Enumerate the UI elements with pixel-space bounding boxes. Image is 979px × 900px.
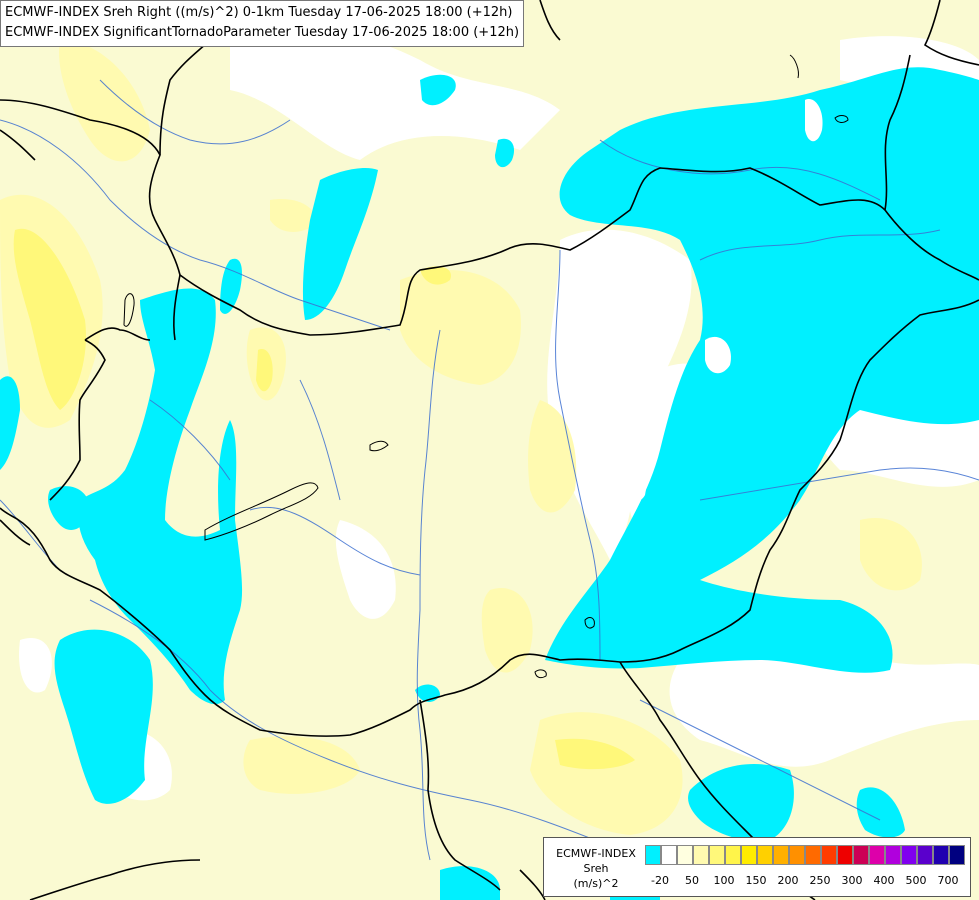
legend-swatch [949, 845, 965, 865]
legend-tick-label: -20 [651, 874, 669, 887]
legend-tick-label: 50 [685, 874, 699, 887]
legend-swatch [693, 845, 709, 865]
legend-swatch [885, 845, 901, 865]
legend-title-source: ECMWF-INDEX [556, 847, 636, 860]
map-title-box: ECMWF-INDEX Sreh Right ((m/s)^2) 0-1km T… [0, 0, 525, 47]
legend-swatch [645, 845, 661, 865]
legend-title: ECMWF-INDEX Sreh (m/s)^2 [550, 846, 642, 891]
legend-swatch [773, 845, 789, 865]
yellow-areas [13, 228, 635, 770]
legend-swatch [933, 845, 949, 865]
legend-swatch [917, 845, 933, 865]
cyan-areas [0, 67, 979, 900]
legend-swatch [709, 845, 725, 865]
legend-swatch [677, 845, 693, 865]
title-line-1: ECMWF-INDEX Sreh Right ((m/s)^2) 0-1km T… [5, 5, 513, 20]
legend-swatch [725, 845, 741, 865]
legend-tick-label: 300 [841, 874, 863, 887]
legend-tick-label: 500 [905, 874, 927, 887]
legend-swatch [661, 845, 677, 865]
legend-swatch [853, 845, 869, 865]
white-holes [628, 99, 823, 500]
legend-tick-label: 400 [873, 874, 895, 887]
legend-swatch [789, 845, 805, 865]
legend-swatch [805, 845, 821, 865]
legend-tick-label: 100 [713, 874, 735, 887]
legend-swatch [869, 845, 885, 865]
legend-swatch [821, 845, 837, 865]
legend-tick-label: 150 [745, 874, 767, 887]
rivers [0, 79, 979, 861]
legend-tick-label: 200 [777, 874, 799, 887]
legend-title-unit: (m/s)^2 [573, 877, 619, 890]
legend-swatch [741, 845, 757, 865]
legend-swatch [757, 845, 773, 865]
legend-swatch [901, 845, 917, 865]
title-line-2: ECMWF-INDEX SignificantTornadoParameter … [5, 25, 520, 40]
legend-tick-label: 700 [937, 874, 959, 887]
legend-title-variable: Sreh [583, 862, 609, 875]
legend-tick-label: 250 [809, 874, 831, 887]
lakes [123, 54, 849, 679]
legend-swatch [837, 845, 853, 865]
color-legend: ECMWF-INDEX Sreh (m/s)^2 -20 50 100 150 200 2… [543, 837, 971, 897]
